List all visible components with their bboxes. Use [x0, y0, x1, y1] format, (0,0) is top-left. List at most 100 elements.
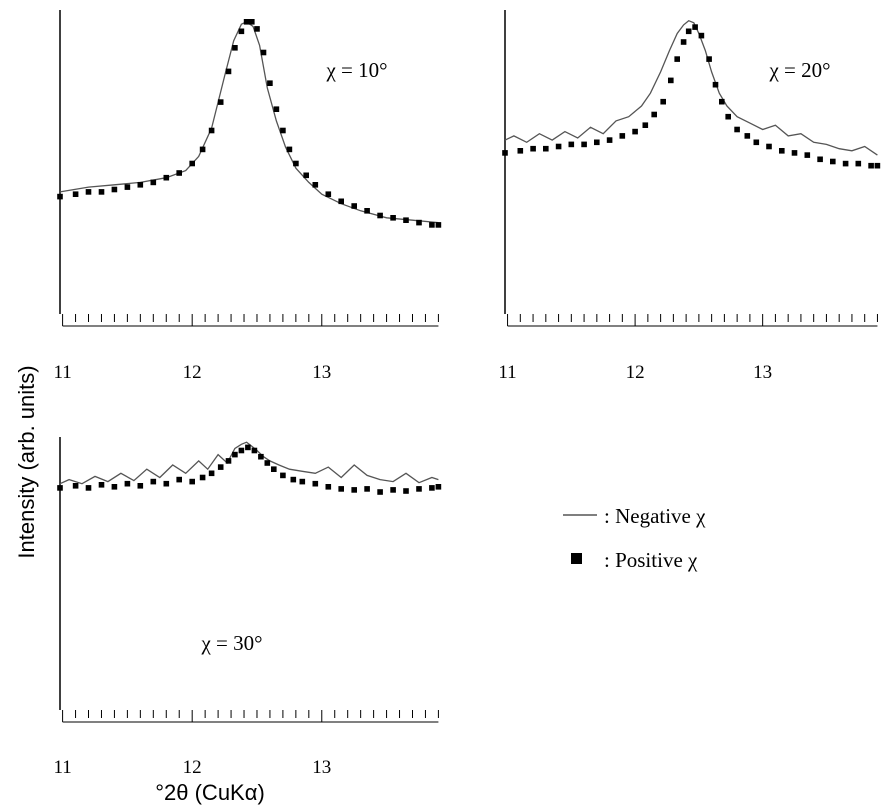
data-point-positive-chi — [176, 170, 182, 176]
data-point-positive-chi — [293, 160, 299, 167]
x-tick-label: 13 — [753, 362, 772, 383]
panel-annotation: χ = 20° — [768, 58, 830, 82]
panel-annotation: χ = 30° — [200, 631, 262, 655]
data-point-positive-chi — [98, 482, 105, 488]
data-point-positive-chi — [619, 133, 626, 139]
data-point-positive-chi — [685, 28, 692, 35]
data-point-positive-chi — [435, 484, 442, 490]
data-point-positive-chi — [208, 127, 215, 134]
data-point-positive-chi — [199, 474, 206, 481]
data-point-positive-chi — [273, 106, 280, 112]
data-point-positive-chi — [698, 32, 705, 39]
data-point-positive-chi — [271, 466, 277, 472]
data-point-positive-chi — [98, 189, 105, 195]
data-point-positive-chi — [238, 447, 245, 454]
data-point-positive-chi — [351, 487, 357, 493]
data-point-positive-chi — [377, 489, 383, 495]
data-point-positive-chi — [568, 141, 575, 148]
panel-annotation: χ = 10° — [325, 58, 387, 82]
data-point-positive-chi — [312, 480, 319, 487]
legend-label-negative: : Negative χ — [604, 504, 706, 528]
data-point-positive-chi — [208, 470, 215, 477]
data-point-positive-chi — [217, 464, 224, 470]
data-point-positive-chi — [137, 483, 144, 489]
data-point-positive-chi — [660, 98, 666, 105]
data-point-positive-chi — [530, 145, 536, 152]
data-point-positive-chi — [543, 145, 549, 152]
data-point-positive-chi — [260, 49, 267, 56]
data-point-positive-chi — [232, 451, 238, 458]
data-point-positive-chi — [258, 453, 264, 460]
data-point-positive-chi — [416, 219, 422, 226]
data-point-positive-chi — [57, 193, 63, 200]
x-tick-label: 12 — [183, 362, 202, 383]
series-line-negative-chi — [504, 19, 878, 156]
data-point-positive-chi — [199, 146, 206, 153]
data-point-positive-chi — [719, 98, 725, 105]
data-point-positive-chi — [416, 486, 422, 492]
data-point-positive-chi — [390, 487, 396, 493]
data-point-positive-chi — [217, 99, 224, 105]
data-point-positive-chi — [286, 146, 293, 153]
data-point-positive-chi — [842, 160, 849, 167]
data-point-positive-chi — [766, 143, 772, 150]
data-point-positive-chi — [390, 215, 396, 221]
x-tick-label: 11 — [53, 757, 71, 778]
x-tick-label: 12 — [183, 757, 202, 778]
x-axis-label: °2θ (CuKα) — [155, 780, 265, 805]
data-point-positive-chi — [150, 478, 157, 485]
data-point-positive-chi — [594, 139, 600, 146]
data-point-positive-chi — [72, 191, 79, 197]
data-point-positive-chi — [299, 478, 306, 485]
data-point-positive-chi — [868, 162, 874, 169]
data-point-positive-chi — [251, 447, 258, 454]
data-point-positive-chi — [734, 126, 740, 133]
data-point-positive-chi — [642, 122, 649, 128]
series-line-negative-chi — [59, 21, 439, 224]
data-point-positive-chi — [351, 203, 357, 209]
data-point-positive-chi — [668, 77, 674, 84]
data-point-positive-chi — [137, 182, 144, 188]
data-point-positive-chi — [189, 160, 195, 167]
data-point-positive-chi — [403, 217, 409, 223]
x-tick-label: 11 — [498, 362, 516, 383]
panel-chi-30: 11 12 13 χ = 30° — [53, 437, 442, 778]
data-point-positive-chi — [377, 212, 383, 219]
data-point-positive-chi — [651, 111, 657, 118]
series-line-negative-chi — [59, 441, 439, 485]
data-point-positive-chi — [429, 222, 435, 228]
data-point-positive-chi — [680, 39, 687, 45]
data-point-positive-chi — [435, 222, 442, 228]
data-point-positive-chi — [163, 174, 170, 181]
data-point-positive-chi — [817, 156, 823, 163]
data-point-positive-chi — [706, 56, 712, 62]
data-point-positive-chi — [267, 80, 273, 86]
data-point-positive-chi — [403, 488, 409, 494]
data-point-positive-chi — [674, 56, 680, 62]
data-point-positive-chi — [338, 486, 344, 492]
data-point-positive-chi — [124, 184, 131, 190]
legend: : Negative χ : Positive χ — [563, 504, 706, 572]
data-point-positive-chi — [150, 179, 157, 186]
data-point-positive-chi — [692, 24, 698, 30]
legend-label-positive: : Positive χ — [604, 548, 698, 572]
data-point-positive-chi — [725, 113, 731, 120]
data-point-positive-chi — [249, 19, 255, 25]
legend-square-swatch — [571, 553, 582, 564]
data-point-positive-chi — [303, 172, 309, 179]
data-point-positive-chi — [325, 484, 332, 490]
data-point-positive-chi — [855, 160, 862, 167]
data-point-positive-chi — [280, 127, 286, 134]
data-point-positive-chi — [225, 458, 232, 464]
data-point-positive-chi — [264, 460, 271, 466]
data-point-positive-chi — [744, 133, 751, 139]
data-point-positive-chi — [753, 139, 760, 146]
data-point-positive-chi — [779, 148, 785, 154]
x-tick-label: 13 — [312, 362, 331, 383]
data-point-positive-chi — [364, 208, 370, 214]
data-point-positive-chi — [189, 478, 195, 485]
data-point-positive-chi — [280, 472, 286, 479]
data-point-positive-chi — [245, 444, 251, 451]
data-point-positive-chi — [232, 45, 238, 51]
